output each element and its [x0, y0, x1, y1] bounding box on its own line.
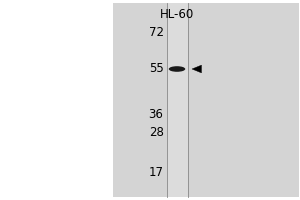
- Bar: [167, 27, 188, 32]
- Bar: [167, 119, 188, 124]
- Bar: [167, 13, 188, 18]
- Bar: [167, 182, 188, 187]
- Ellipse shape: [169, 66, 185, 72]
- Bar: [167, 51, 188, 56]
- Bar: [167, 173, 188, 178]
- Bar: [167, 148, 188, 153]
- Bar: [167, 124, 188, 129]
- Bar: [167, 95, 188, 100]
- Bar: [167, 168, 188, 173]
- Bar: [167, 18, 188, 22]
- Bar: [167, 56, 188, 61]
- Bar: [167, 158, 188, 163]
- Bar: [167, 8, 188, 13]
- Bar: [167, 192, 188, 197]
- Bar: [167, 71, 188, 76]
- Bar: [167, 37, 188, 42]
- Bar: [167, 3, 188, 8]
- Text: 55: 55: [149, 62, 164, 75]
- Text: 36: 36: [148, 108, 164, 121]
- Text: 72: 72: [148, 26, 164, 40]
- Bar: [167, 163, 188, 168]
- Bar: [167, 76, 188, 81]
- Bar: [167, 90, 188, 95]
- Bar: [167, 66, 188, 71]
- Bar: [167, 81, 188, 85]
- Bar: [167, 47, 188, 51]
- Bar: [167, 32, 188, 37]
- Bar: [167, 22, 188, 27]
- Bar: [167, 85, 188, 90]
- Bar: [167, 100, 188, 105]
- Bar: [167, 178, 188, 182]
- Bar: [167, 105, 188, 110]
- Bar: [167, 187, 188, 192]
- Bar: [167, 129, 188, 134]
- Text: 17: 17: [148, 166, 164, 180]
- Bar: [167, 42, 188, 47]
- Bar: [167, 134, 188, 139]
- Bar: [167, 139, 188, 144]
- Text: 28: 28: [148, 127, 164, 140]
- Bar: [167, 110, 188, 115]
- Bar: [167, 61, 188, 66]
- Bar: [167, 144, 188, 148]
- Bar: [167, 153, 188, 158]
- Bar: [167, 115, 188, 119]
- Text: HL-60: HL-60: [160, 7, 194, 21]
- Bar: [112, 3, 298, 197]
- Polygon shape: [192, 65, 202, 73]
